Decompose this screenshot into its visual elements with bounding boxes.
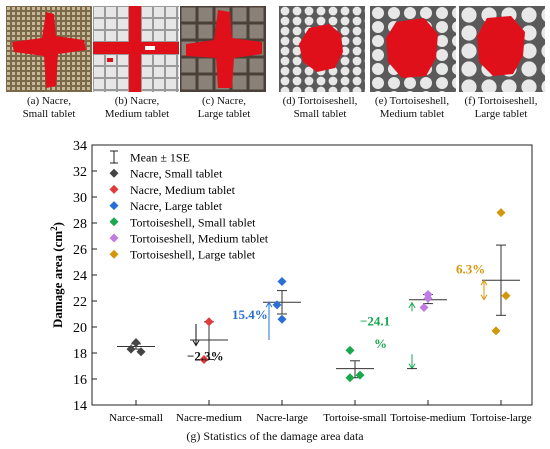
arrowhead: [265, 301, 273, 308]
data-point: [272, 300, 282, 310]
y-tick-label: 18: [73, 347, 87, 362]
x-tick-label: Tortoise-medium: [390, 412, 466, 424]
photo-tortoiseshell-medium: [370, 6, 456, 92]
panel-caption-c: (c) Nacre, Large tablet: [197, 95, 251, 120]
data-point: [491, 326, 501, 336]
data-point: [345, 345, 355, 355]
data-point: [277, 277, 287, 286]
legend-diamond-icon: [109, 233, 119, 243]
y-tick-label: 34: [73, 139, 87, 154]
y-tick-label: 20: [73, 321, 87, 336]
y-tick-label: 16: [73, 373, 87, 388]
y-tick-label: 30: [73, 191, 87, 206]
legend-entry: Nacre, Medium tablet: [130, 183, 236, 197]
arrowhead: [192, 340, 200, 347]
y-tick-label: 32: [73, 165, 87, 180]
legend-diamond-icon: [109, 201, 119, 211]
data-point: [501, 291, 511, 301]
arrowhead: [480, 279, 488, 286]
data-point: [204, 317, 214, 327]
annotation-nacre-medium: −2.3%: [187, 349, 224, 364]
x-tick-label: Tortoise-large: [470, 412, 531, 424]
legend-diamond-icon: [109, 217, 119, 227]
y-tick-label: 28: [73, 217, 87, 232]
legend-entry: Tortoiseshell, Large tablet: [130, 248, 256, 262]
panel-caption-a: (a) Nacre, Small tablet: [22, 95, 76, 120]
data-point: [136, 347, 146, 357]
panel-caption-b: (b) Nacre, Medium tablet: [104, 95, 170, 120]
data-point: [419, 303, 429, 312]
legend-entry: Nacre, Small tablet: [130, 167, 223, 181]
data-point: [355, 370, 365, 380]
annotation-tortoise-medium: −24.1: [360, 314, 390, 329]
damage-area-chart: 14 16 18 20 22 24 26 28 30 32 34 Narce-small Nacre-…: [49, 139, 533, 424]
data-point: [126, 344, 136, 354]
data-point: [277, 314, 287, 324]
y-tick-label: 24: [73, 269, 87, 284]
arrowhead: [480, 294, 488, 301]
x-tick-label: Narce-small: [109, 412, 163, 424]
y-axis-label: Damage area (cm2): [49, 222, 65, 328]
y-tick-label: 14: [73, 399, 87, 414]
legend-diamond-icon: [109, 168, 119, 178]
figure-caption: (g) Statistics of the damage area data: [186, 429, 364, 443]
panel-caption-f: (f) Tortoiseshell, Large tablet: [464, 95, 538, 120]
annotation-tortoise-large: 6.3%: [456, 262, 485, 277]
legend-entry: Nacre, Large tablet: [130, 199, 223, 213]
annotation-tortoise-medium-pct: %: [374, 336, 387, 351]
legend-entry: Mean ± 1SE: [130, 151, 190, 165]
x-tick-label: Nacre-medium: [176, 412, 242, 424]
legend-diamond-icon: [109, 249, 119, 259]
data-point: [423, 293, 433, 303]
panel-caption-e: (e) Tortoiseshell, Medium tablet: [374, 95, 450, 120]
legend-entry: Tortoiseshell, Medium tablet: [130, 232, 269, 246]
photo-nacre-small: [6, 6, 92, 92]
x-tick-label: Nacre-large: [256, 412, 308, 424]
y-axis-label-sup: 2: [49, 226, 59, 231]
annotation-nacre-large: 15.4%: [232, 307, 268, 322]
x-tick-label: Tortoise-small: [323, 412, 386, 424]
data-point: [496, 208, 506, 218]
photo-tortoiseshell-large: [459, 6, 545, 92]
data-point: [345, 373, 355, 383]
y-tick-label: 26: [73, 243, 87, 258]
panel-caption-d: (d) Tortoiseshell, Small tablet: [282, 95, 358, 120]
data-point: [199, 355, 209, 364]
legend-diamond-icon: [109, 184, 119, 194]
arrowhead: [408, 301, 416, 308]
legend-entry: Tortoiseshell, Small tablet: [130, 215, 256, 229]
photo-tortoiseshell-small: [279, 6, 365, 92]
data-point: [131, 338, 141, 348]
y-tick-label: 22: [73, 295, 87, 310]
photo-nacre-medium: [93, 6, 179, 92]
photo-nacre-large: [180, 6, 266, 92]
